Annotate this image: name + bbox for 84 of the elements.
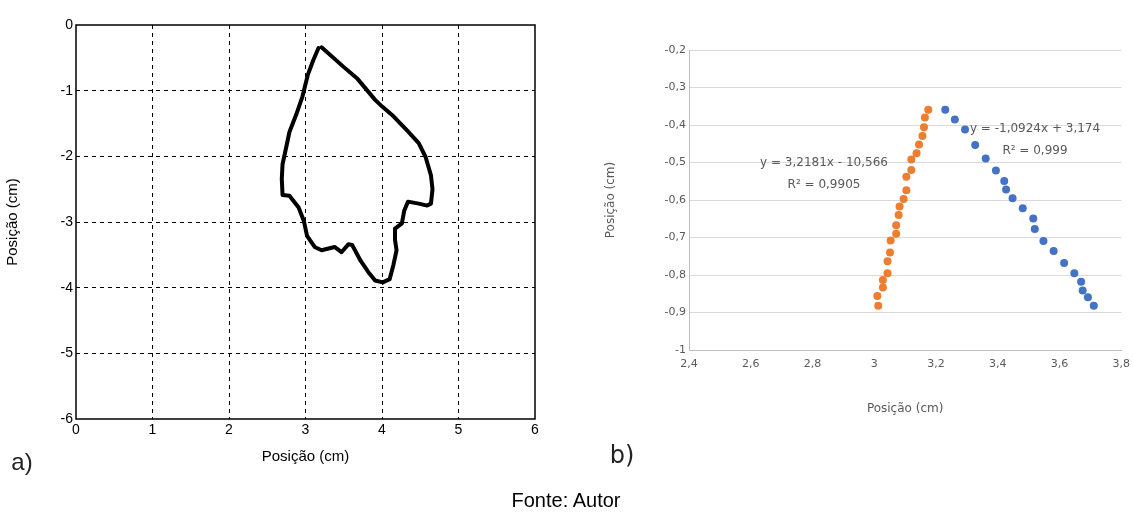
point [981, 154, 990, 163]
point [918, 131, 927, 140]
x-axis-title: Posição (cm) [261, 447, 350, 465]
point [915, 140, 924, 149]
point [941, 105, 950, 114]
y-tick-label: -6 [60, 409, 74, 426]
y-tick-label: -0,3 [664, 80, 686, 94]
point [892, 221, 901, 230]
point [874, 301, 883, 310]
y-tick-label: -1 [675, 342, 686, 356]
x-tick-label: 3,8 [1112, 357, 1130, 371]
point [991, 166, 1000, 175]
point [894, 211, 903, 219]
point [1049, 247, 1058, 255]
point [1030, 224, 1039, 233]
point [899, 194, 908, 203]
point [878, 283, 887, 292]
y-tick-label: -0,5 [664, 155, 686, 169]
point [912, 149, 921, 158]
x-tick-label: 3,6 [1050, 357, 1069, 371]
point [920, 113, 929, 122]
point [895, 202, 904, 211]
text: a) [11, 448, 33, 476]
point [1008, 194, 1017, 203]
y-tick-label: -0,9 [664, 305, 686, 319]
point [1060, 259, 1069, 267]
point [907, 166, 916, 174]
source-note: Fonte: Autor [511, 488, 621, 512]
annotation: R² = 0,9905 [787, 177, 861, 191]
point [883, 257, 892, 266]
y-tick-label: -0,4 [664, 117, 686, 131]
point [892, 229, 901, 238]
point [1039, 236, 1048, 245]
y-tick-label: -3 [60, 212, 74, 229]
point [1077, 277, 1086, 286]
point [1002, 185, 1011, 194]
point [924, 105, 933, 114]
y-tick-label: -1 [60, 81, 74, 98]
y-tick-label: -0,8 [664, 267, 686, 281]
point [950, 115, 959, 124]
point [971, 140, 980, 149]
x-axis-title: Posição (cm) [866, 400, 944, 415]
annotation: R² = 0,999 [1002, 143, 1068, 157]
x-tick-label: 2,6 [742, 357, 760, 371]
x-tick-label: 2,8 [803, 357, 822, 371]
x-tick-label: 5 [454, 421, 463, 438]
x-tick-label: 4 [378, 421, 387, 438]
y-tick-label: -0,6 [664, 192, 686, 206]
y-tick-label: -0,7 [664, 230, 686, 244]
y-tick-label: -2 [60, 147, 74, 164]
point [878, 275, 887, 284]
point [886, 236, 895, 245]
y-tick-label: -0,2 [664, 42, 686, 56]
point [919, 123, 928, 132]
annotation: y = 3,2181x - 10,566 [760, 155, 888, 169]
x-tick-label: 3 [301, 421, 310, 438]
point [1083, 293, 1092, 302]
point [1000, 176, 1009, 185]
point [907, 155, 916, 164]
point [1078, 286, 1087, 295]
point [902, 172, 911, 181]
point [1089, 301, 1098, 310]
x-tick-label: 6 [531, 421, 540, 438]
point [886, 248, 894, 257]
point [1070, 269, 1079, 278]
y-tick-label: -4 [60, 278, 74, 295]
x-tick-label: 3,2 [927, 357, 945, 371]
point [1029, 214, 1038, 223]
point [902, 186, 911, 195]
point [873, 292, 882, 300]
y-axis-title: Posição (cm) [603, 161, 618, 239]
point [1018, 204, 1027, 213]
y-tick-label: 0 [65, 15, 74, 32]
point [883, 269, 892, 278]
x-tick-label: 3,4 [989, 357, 1007, 371]
y-axis-title: Posição (cm) [3, 178, 21, 266]
point [961, 125, 970, 134]
annotation: y = -1,0924x + 3,174 [969, 121, 1101, 135]
text: b) [609, 441, 635, 469]
y-tick-label: -5 [60, 344, 74, 361]
x-tick-label: 3 [870, 357, 878, 371]
x-tick-label: 1 [148, 421, 157, 438]
x-tick-label: 2 [225, 421, 234, 438]
x-tick-label: 2,4 [680, 357, 698, 371]
